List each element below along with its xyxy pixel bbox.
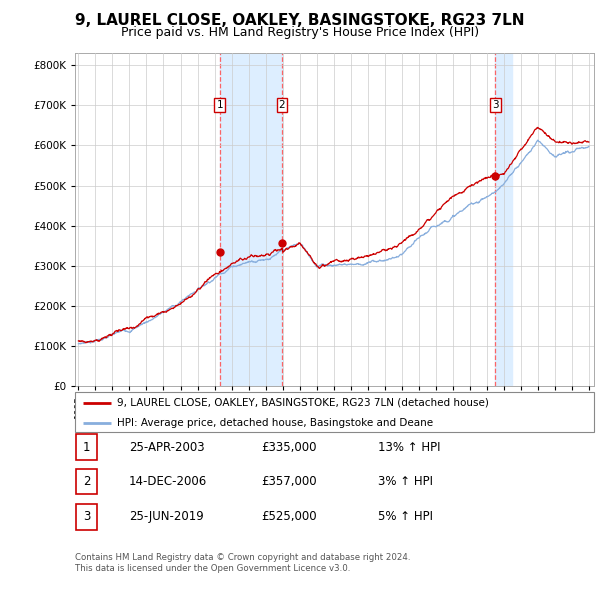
Text: £357,000: £357,000 bbox=[261, 475, 317, 488]
Text: Contains HM Land Registry data © Crown copyright and database right 2024.: Contains HM Land Registry data © Crown c… bbox=[75, 553, 410, 562]
Text: HPI: Average price, detached house, Basingstoke and Deane: HPI: Average price, detached house, Basi… bbox=[116, 418, 433, 428]
Text: 2: 2 bbox=[278, 100, 285, 110]
Text: 14-DEC-2006: 14-DEC-2006 bbox=[129, 475, 207, 488]
Text: 13% ↑ HPI: 13% ↑ HPI bbox=[378, 441, 440, 454]
Text: £335,000: £335,000 bbox=[261, 441, 317, 454]
Bar bbox=[495, 53, 512, 386]
Text: 3: 3 bbox=[83, 510, 90, 523]
Text: 25-JUN-2019: 25-JUN-2019 bbox=[129, 510, 204, 523]
Text: £525,000: £525,000 bbox=[261, 510, 317, 523]
Text: 2: 2 bbox=[83, 475, 90, 488]
Text: 25-APR-2003: 25-APR-2003 bbox=[129, 441, 205, 454]
Text: Price paid vs. HM Land Registry's House Price Index (HPI): Price paid vs. HM Land Registry's House … bbox=[121, 26, 479, 39]
Text: 3: 3 bbox=[492, 100, 499, 110]
Text: This data is licensed under the Open Government Licence v3.0.: This data is licensed under the Open Gov… bbox=[75, 565, 350, 573]
Bar bbox=[220, 53, 282, 386]
Text: 1: 1 bbox=[217, 100, 223, 110]
Text: 3% ↑ HPI: 3% ↑ HPI bbox=[378, 475, 433, 488]
Text: 5% ↑ HPI: 5% ↑ HPI bbox=[378, 510, 433, 523]
Text: 9, LAUREL CLOSE, OAKLEY, BASINGSTOKE, RG23 7LN (detached house): 9, LAUREL CLOSE, OAKLEY, BASINGSTOKE, RG… bbox=[116, 398, 488, 408]
Text: 9, LAUREL CLOSE, OAKLEY, BASINGSTOKE, RG23 7LN: 9, LAUREL CLOSE, OAKLEY, BASINGSTOKE, RG… bbox=[75, 13, 525, 28]
Text: 1: 1 bbox=[83, 441, 90, 454]
